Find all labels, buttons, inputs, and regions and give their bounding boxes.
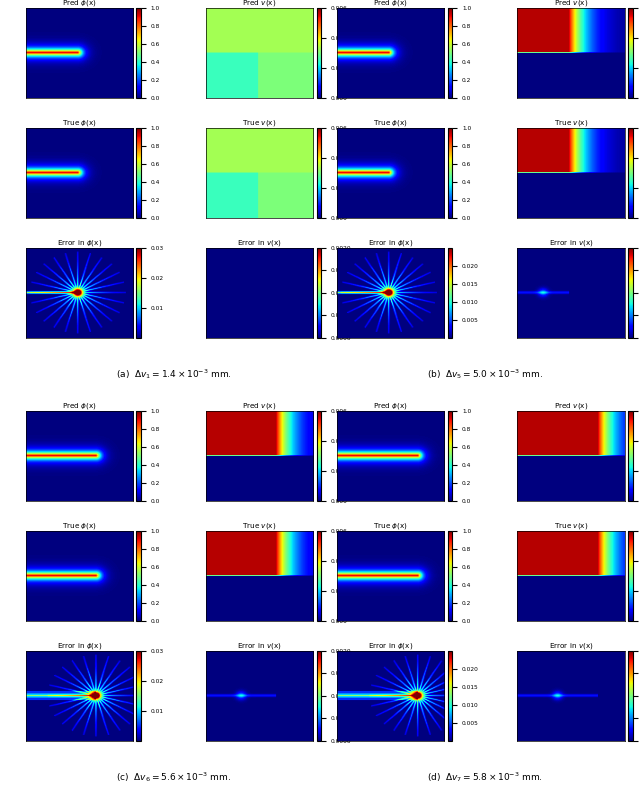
Title: True $\phi$(x): True $\phi$(x) (62, 118, 97, 128)
Title: Pred $\phi$(x): Pred $\phi$(x) (373, 401, 408, 411)
Title: True $v$(x): True $v$(x) (554, 521, 588, 531)
Title: Pred $v$(x): Pred $v$(x) (243, 401, 276, 411)
Title: Error in $v$(x): Error in $v$(x) (237, 641, 282, 651)
Title: Pred $\phi$(x): Pred $\phi$(x) (62, 401, 97, 411)
Text: (d)  $\Delta v_7 = 5.8 \times 10^{-3}$ mm.: (d) $\Delta v_7 = 5.8 \times 10^{-3}$ mm… (428, 771, 543, 784)
Title: Pred $v$(x): Pred $v$(x) (243, 0, 276, 8)
Text: (c)  $\Delta v_6 = 5.6 \times 10^{-3}$ mm.: (c) $\Delta v_6 = 5.6 \times 10^{-3}$ mm… (116, 771, 232, 784)
Title: True $\phi$(x): True $\phi$(x) (373, 118, 408, 128)
Title: True $v$(x): True $v$(x) (243, 118, 276, 128)
Title: Error in $\phi$(x): Error in $\phi$(x) (368, 238, 413, 248)
Title: Error in $\phi$(x): Error in $\phi$(x) (368, 641, 413, 651)
Title: Error in $\phi$(x): Error in $\phi$(x) (56, 238, 102, 248)
Title: Error in $v$(x): Error in $v$(x) (548, 238, 593, 248)
Title: Error in $v$(x): Error in $v$(x) (548, 641, 593, 651)
Title: True $\phi$(x): True $\phi$(x) (373, 521, 408, 531)
Title: True $v$(x): True $v$(x) (554, 118, 588, 128)
Text: (a)  $\Delta v_1 = 1.4 \times 10^{-3}$ mm.: (a) $\Delta v_1 = 1.4 \times 10^{-3}$ mm… (116, 367, 232, 381)
Title: Pred $\phi$(x): Pred $\phi$(x) (62, 0, 97, 8)
Title: Pred $\phi$(x): Pred $\phi$(x) (373, 0, 408, 8)
Title: Error in $v$(x): Error in $v$(x) (237, 238, 282, 248)
Title: True $v$(x): True $v$(x) (243, 521, 276, 531)
Title: True $\phi$(x): True $\phi$(x) (62, 521, 97, 531)
Title: Pred $v$(x): Pred $v$(x) (554, 401, 588, 411)
Text: (b)  $\Delta v_5 = 5.0 \times 10^{-3}$ mm.: (b) $\Delta v_5 = 5.0 \times 10^{-3}$ mm… (428, 367, 543, 381)
Title: Pred $v$(x): Pred $v$(x) (554, 0, 588, 8)
Title: Error in $\phi$(x): Error in $\phi$(x) (56, 641, 102, 651)
